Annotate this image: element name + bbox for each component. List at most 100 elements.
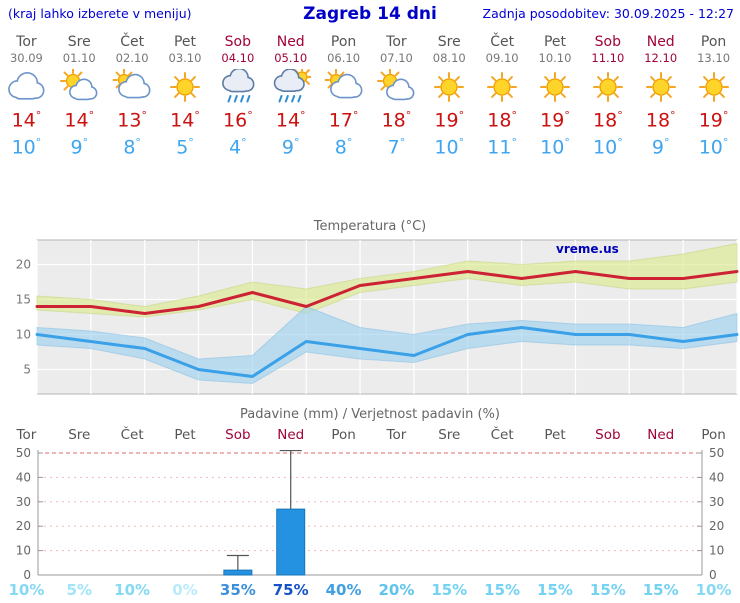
precip-y-axis-label-right: 0 (709, 568, 717, 581)
min-temperature: 11° (476, 136, 529, 163)
max-temperature: 19° (529, 109, 582, 136)
day-name: Pon (330, 34, 357, 50)
min-temp-value: 10 (593, 136, 618, 159)
temperature-chart-plot: 5 10 15 20 vreme.us (16, 239, 739, 395)
min-temp-value: 10 (698, 136, 723, 159)
day-column[interactable]: Sre 08.10 19° 10° (423, 30, 476, 163)
precip-probability: 10% (695, 581, 732, 599)
precip-day-label: Sre (438, 427, 461, 443)
min-temperature: 10° (687, 136, 740, 163)
degree-symbol: ° (405, 109, 412, 122)
precip-probability: 15% (642, 581, 679, 599)
max-temperature-line (35, 270, 739, 315)
last-update: Zadnja posodobitev: 30.09.2025 - 12:27 (482, 6, 734, 21)
max-temperature: 19° (423, 109, 476, 136)
day-column[interactable]: Sob 04.10 16° 4° (211, 30, 264, 163)
max-temp-range-band (36, 242, 738, 318)
day-column[interactable]: Pon 06.10 17° 8° (317, 30, 370, 163)
min-temperature: 10° (0, 136, 53, 163)
precip-y-axis-label-left: 50 (16, 447, 31, 460)
degree-symbol: ° (82, 136, 89, 149)
day-name: Pon (700, 34, 727, 50)
day-name: Sre (67, 34, 91, 50)
day-column[interactable]: Pet 10.10 19° 10° (529, 30, 582, 163)
precip-day-label: Ned (647, 427, 675, 443)
precip-day-label: Čet (120, 427, 144, 443)
day-column[interactable]: Ned 05.10 14° 9° (264, 30, 317, 163)
day-column[interactable]: Ned 12.10 18° 9° (634, 30, 687, 163)
precip-probability: 75% (272, 581, 309, 599)
day-column[interactable]: Sre 01.10 14° 9° (53, 30, 106, 163)
precipitation-chart-plot: 0 0 10 10 20 20 30 30 40 40 50 50 (16, 447, 725, 581)
day-column[interactable]: Čet 09.10 18° 11° (476, 30, 529, 163)
precip-day-label: Tor (16, 427, 37, 443)
day-date: 02.10 (115, 51, 149, 65)
min-temperature: 9° (53, 136, 106, 163)
min-temperature: 5° (159, 136, 212, 163)
sunny-icon (581, 65, 634, 109)
degree-symbol: ° (294, 136, 300, 149)
max-temp-value: 14 (11, 109, 36, 132)
degree-symbol: ° (399, 136, 406, 149)
sunny-icon (634, 65, 687, 109)
precip-probability: 5% (66, 581, 92, 599)
min-temperature: 10° (423, 136, 476, 163)
header: (kraj lahko izberete v meniju) Zagreb 14… (0, 0, 740, 30)
degree-symbol: ° (511, 109, 517, 122)
precip-bar (276, 508, 306, 576)
mostly-cloudy-icon (317, 65, 370, 109)
min-temp-value: 10 (434, 136, 459, 159)
watermark: vreme.us (556, 242, 619, 256)
day-column[interactable]: Tor 07.10 18° 7° (370, 30, 423, 163)
day-name: Ned (276, 34, 305, 50)
max-temp-value: 19 (540, 109, 565, 132)
precip-day-label: Sre (68, 427, 91, 443)
precip-probability: 10% (114, 581, 151, 599)
max-temperature: 18° (581, 109, 634, 136)
degree-symbol: ° (141, 109, 147, 122)
max-temperature: 17° (317, 109, 370, 136)
degree-symbol: ° (135, 136, 141, 149)
max-temperature: 14° (0, 109, 53, 136)
precip-y-axis-label-right: 40 (709, 470, 724, 484)
precip-y-axis-label-right: 20 (709, 519, 724, 533)
temp-y-axis-label: 15 (16, 293, 31, 307)
degree-symbol: ° (617, 109, 623, 122)
forecast-days-strip: Tor 30.09 14° 10° Sre 01.10 14° 9° Čet 0… (0, 30, 740, 163)
min-temp-value: 9 (70, 136, 83, 159)
temp-y-axis-label: 10 (16, 328, 31, 342)
precip-probability: 35% (219, 581, 256, 599)
precip-probability: 15% (537, 581, 573, 599)
precip-probability-row: 10% 5% 10% 0% 35% 75% 40% 20% 15% 15% 15% 15% 15% 10% (0, 581, 740, 603)
day-column[interactable]: Tor 30.09 14° 10° (0, 30, 53, 163)
degree-symbol: ° (722, 136, 729, 149)
precip-day-label: Pet (174, 427, 196, 443)
max-temperature: 18° (476, 109, 529, 136)
max-temp-value: 18 (487, 109, 512, 132)
day-column[interactable]: Sob 11.10 18° 10° (581, 30, 634, 163)
max-temperature: 14° (264, 109, 317, 136)
day-column[interactable]: Pon 13.10 19° 10° (687, 30, 740, 163)
max-temp-value: 14 (275, 109, 301, 132)
precip-bar (223, 569, 253, 576)
precip-y-axis-label-left: 20 (16, 519, 31, 533)
day-name: Sob (594, 34, 622, 50)
day-date: 10.10 (538, 51, 572, 65)
day-name: Čet (120, 34, 145, 50)
precip-y-axis-label-right: 30 (709, 495, 724, 509)
degree-symbol: ° (722, 109, 729, 122)
temperature-chart-title: Temperatura (°C) (313, 219, 427, 234)
precip-probability: 40% (325, 581, 362, 599)
max-temp-value: 17 (328, 109, 353, 132)
max-temp-value: 13 (117, 109, 142, 132)
menu-note: (kraj lahko izberete v meniju) (8, 6, 192, 21)
day-column[interactable]: Čet 02.10 13° 8° (106, 30, 159, 163)
max-temp-value: 18 (645, 109, 671, 132)
max-temp-value: 18 (593, 109, 618, 132)
day-column[interactable]: Pet 03.10 14° 5° (159, 30, 212, 163)
min-temp-value: 9 (281, 136, 294, 159)
max-temp-value: 14 (64, 109, 89, 132)
temp-y-axis-label: 5 (23, 363, 31, 377)
rain-sun-icon (264, 65, 317, 109)
min-temperature: 9° (264, 136, 317, 163)
